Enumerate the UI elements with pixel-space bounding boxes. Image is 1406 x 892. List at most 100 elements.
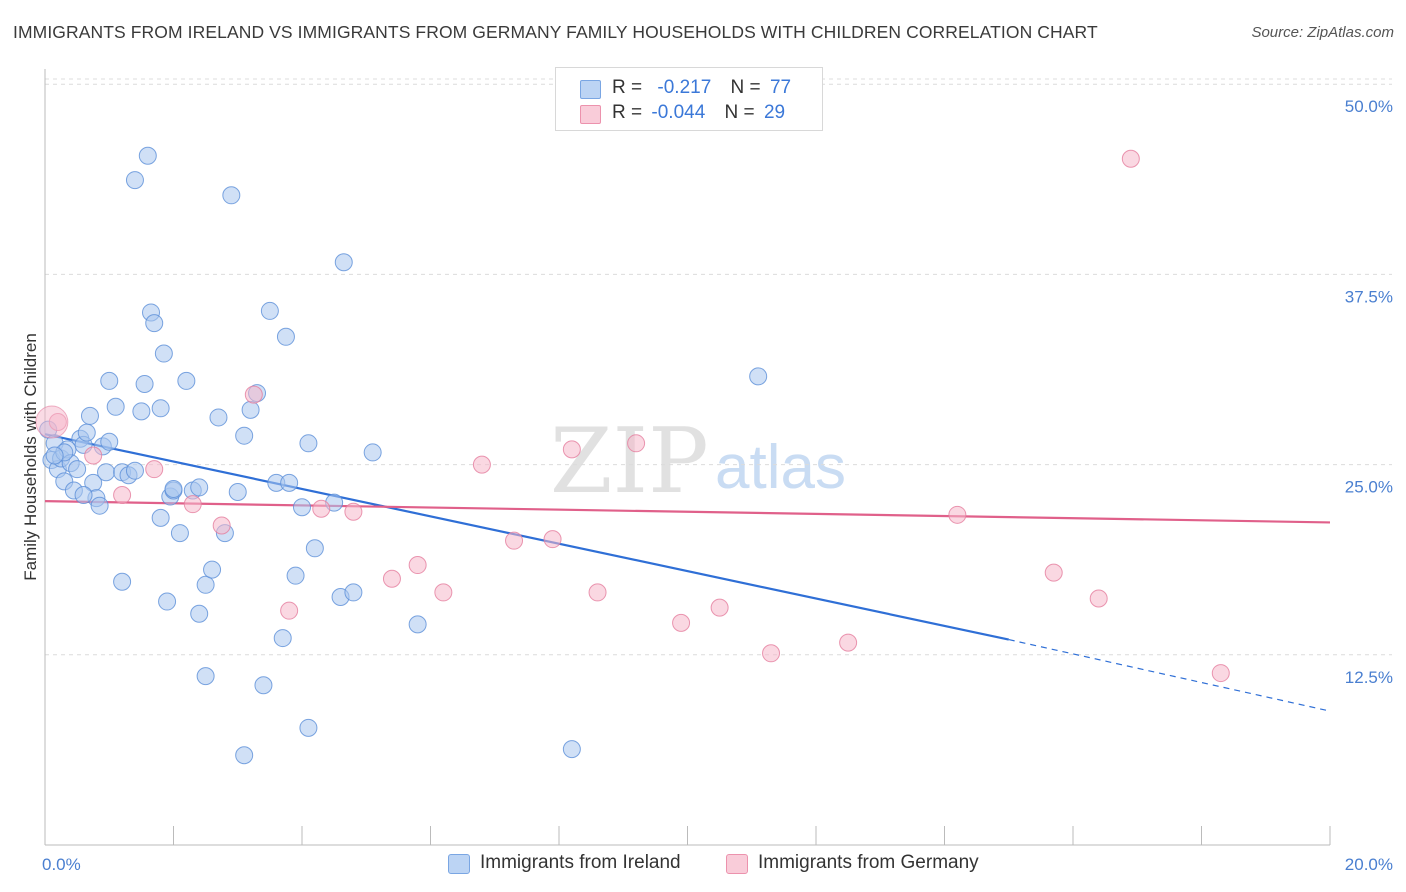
point-ireland [749, 367, 768, 386]
watermark-zip: ZIP [550, 409, 709, 514]
point-ireland [154, 344, 173, 363]
legend-swatch-germany [580, 105, 601, 124]
point-germany [627, 434, 646, 453]
point-germany [113, 486, 132, 505]
point-ireland [106, 397, 125, 416]
point-ireland [209, 408, 228, 427]
point-ireland [260, 301, 279, 320]
point-ireland [68, 460, 87, 479]
legend-r-value: -0.217 [657, 77, 712, 98]
point-ireland [293, 498, 311, 517]
point-germany [588, 583, 607, 602]
point-germany [183, 495, 202, 514]
point-germany [1089, 589, 1108, 608]
point-ireland [158, 592, 177, 611]
point-ireland [132, 402, 151, 421]
point-germany [1211, 664, 1230, 683]
point-ireland [145, 314, 164, 333]
bottom-legend-swatch-ireland [448, 854, 470, 874]
point-ireland [151, 508, 170, 527]
point-ireland [125, 171, 144, 190]
y-axis-label: Family Households with Children [21, 333, 40, 581]
point-ireland [222, 186, 241, 205]
point-ireland [276, 327, 295, 346]
point-germany [212, 516, 231, 535]
point-ireland [90, 496, 109, 515]
point-ireland [280, 473, 299, 492]
legend-swatch-ireland [580, 80, 601, 99]
point-germany [434, 583, 453, 602]
point-ireland [170, 524, 189, 543]
legend-n-label: N = [724, 102, 755, 123]
x-tick-label: 20.0% [1345, 855, 1393, 874]
point-germany [472, 455, 491, 474]
point-ireland [408, 615, 427, 634]
point-ireland [228, 482, 247, 501]
point-ireland [100, 371, 119, 390]
point-germany-large [35, 405, 69, 439]
point-ireland [164, 479, 183, 498]
point-ireland [151, 399, 170, 418]
trend-lines [44, 433, 1331, 712]
point-ireland [97, 463, 116, 482]
point-ireland [334, 253, 353, 272]
point-germany [562, 440, 581, 459]
point-ireland [273, 629, 292, 648]
point-ireland [138, 146, 157, 165]
x-tick-label: 0.0% [42, 855, 81, 874]
y-tick-label: 50.0% [1345, 97, 1393, 116]
point-ireland [203, 560, 222, 579]
point-germany [762, 644, 781, 663]
point-germany [145, 460, 164, 479]
point-ireland [254, 676, 273, 695]
point-germany [710, 598, 729, 617]
bottom-legend-label-germany: Immigrants from Germany [758, 852, 979, 873]
y-tick-label: 37.5% [1345, 287, 1393, 306]
point-ireland [235, 746, 254, 765]
point-germany [408, 556, 427, 575]
point-ireland [190, 604, 209, 623]
point-ireland [299, 718, 318, 737]
point-ireland [286, 566, 305, 585]
chart-source: Source: ZipAtlas.com [1251, 24, 1394, 41]
point-germany [84, 446, 103, 465]
legend-n-value: 29 [763, 102, 786, 123]
point-ireland [125, 461, 144, 480]
watermark: ZIP atlas [550, 409, 846, 514]
point-ireland [235, 426, 254, 445]
data-points [35, 75, 1230, 765]
trend-line-ireland-extension [1008, 639, 1331, 712]
y-tick-label: 12.5% [1345, 668, 1393, 687]
legend-n-value: 77 [769, 77, 792, 98]
point-germany [839, 633, 858, 652]
point-ireland [74, 486, 93, 505]
point-ireland [190, 478, 209, 497]
bottom-legend-label-ireland: Immigrants from Ireland [480, 852, 681, 873]
grid [45, 78, 1392, 656]
legend-r-label: R = [612, 77, 643, 98]
bottom-legend-swatch-germany [726, 854, 748, 874]
legend-r-label: R = [612, 102, 643, 123]
point-germany [382, 569, 401, 588]
correlation-legend: R = -0.217 N = 77 R = -0.044 N = 29 [555, 67, 823, 131]
point-germany [543, 530, 562, 549]
point-ireland [100, 432, 119, 451]
point-ireland [45, 446, 64, 465]
point-ireland [177, 371, 196, 390]
point-germany [280, 601, 299, 620]
point-germany [948, 505, 967, 524]
point-ireland [363, 443, 382, 462]
point-ireland [241, 400, 260, 419]
point-ireland [77, 423, 96, 442]
tick-labels: 12.5% 25.0% 37.5% 50.0% 0.0% 20.0% [42, 97, 1393, 874]
point-germany [1121, 149, 1140, 168]
legend-n-label: N = [730, 77, 761, 98]
point-ireland [113, 572, 132, 591]
point-ireland [80, 406, 99, 425]
chart-title: IMMIGRANTS FROM IRELAND VS IMMIGRANTS FR… [13, 22, 1098, 42]
point-ireland [196, 575, 215, 594]
point-germany [672, 613, 691, 632]
point-ireland [196, 667, 215, 686]
y-tick-label: 25.0% [1345, 478, 1393, 497]
point-germany [344, 502, 363, 521]
